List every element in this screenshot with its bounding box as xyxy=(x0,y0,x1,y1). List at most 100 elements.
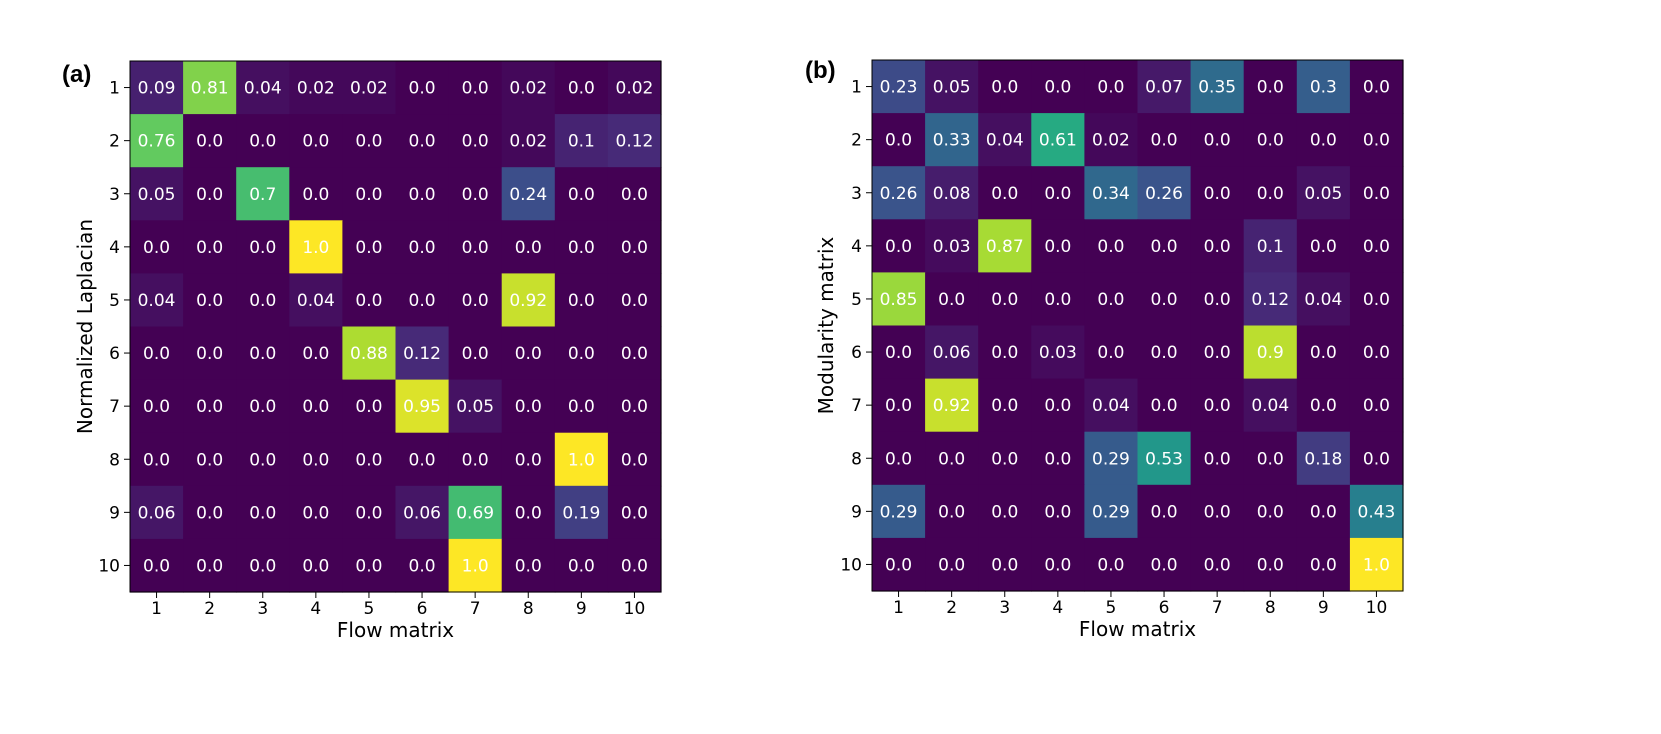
cell-value-label: 0.0 xyxy=(568,397,595,417)
x-axis-title: Flow matrix xyxy=(1079,617,1196,641)
heatmap-cell xyxy=(236,114,290,168)
cell-value-label: 0.0 xyxy=(1044,237,1071,257)
heatmap-cell xyxy=(1190,272,1245,327)
cell-value-label: 0.0 xyxy=(621,185,648,205)
cell-value-label: 0.0 xyxy=(1204,131,1231,151)
heatmap-cell xyxy=(1190,166,1245,220)
cell-value-label: 0.05 xyxy=(138,185,176,205)
cell-value-label: 0.0 xyxy=(1363,78,1390,98)
heatmap-cell xyxy=(183,114,237,168)
heatmap-cell xyxy=(1137,378,1192,433)
heatmap-cell xyxy=(1296,166,1351,220)
cell-value-label: 0.0 xyxy=(1044,78,1071,98)
plot-frame xyxy=(129,60,662,593)
cell-value-label: 0.12 xyxy=(616,132,654,152)
cell-value-label: 0.0 xyxy=(1257,502,1284,522)
cell-value-label: 0.0 xyxy=(196,450,223,470)
cell-value-label: 0.0 xyxy=(1363,396,1390,416)
cell-value-label: 0.04 xyxy=(244,79,282,99)
heatmap-cell xyxy=(607,485,662,540)
heatmap-cell xyxy=(130,114,184,168)
x-tick-label: 8 xyxy=(523,599,534,619)
cell-value-label: 0.02 xyxy=(297,79,335,99)
cell-value-label: 0.0 xyxy=(1204,502,1231,522)
cell-value-label: 0.0 xyxy=(568,185,595,205)
cell-value-label: 0.0 xyxy=(196,291,223,311)
x-tick-label: 9 xyxy=(1318,598,1329,618)
cell-value-label: 0.92 xyxy=(933,396,971,416)
cell-value-label: 0.0 xyxy=(1310,131,1337,151)
cell-value-label: 0.0 xyxy=(515,344,542,364)
heatmap-cell xyxy=(289,538,343,593)
heatmap-cell xyxy=(448,485,503,540)
heatmap-cell xyxy=(872,272,926,327)
heatmap-cell xyxy=(395,538,450,593)
heatmap-cell xyxy=(1349,484,1404,539)
cell-value-label: 0.0 xyxy=(885,555,912,575)
cell-value-label: 0.53 xyxy=(1145,449,1183,469)
heatmap-cell xyxy=(1190,60,1245,114)
x-tick-label: 3 xyxy=(999,598,1010,618)
heatmap-cell xyxy=(130,167,184,221)
cell-value-label: 0.0 xyxy=(1097,343,1124,363)
heatmap-cell xyxy=(872,378,926,433)
y-tick-label: 3 xyxy=(109,185,120,205)
x-tick-label: 8 xyxy=(1265,598,1276,618)
x-tick-label: 3 xyxy=(257,599,268,619)
heatmap-cell xyxy=(1084,484,1139,539)
cell-value-label: 0.0 xyxy=(1257,449,1284,469)
y-tick-label: 7 xyxy=(851,396,862,416)
heatmap-cell xyxy=(395,220,450,274)
cell-value-label: 0.04 xyxy=(1251,396,1289,416)
cell-value-label: 0.29 xyxy=(1092,449,1130,469)
heatmap-cell xyxy=(1190,431,1245,486)
heatmap-cell xyxy=(342,538,397,593)
cell-value-label: 0.0 xyxy=(249,503,276,523)
heatmap-cell xyxy=(1084,166,1139,220)
cell-value-label: 0.0 xyxy=(568,238,595,258)
cell-value-label: 0.04 xyxy=(1092,396,1130,416)
cell-value-label: 0.0 xyxy=(302,185,329,205)
cell-value-label: 0.0 xyxy=(991,290,1018,310)
heatmap-cell xyxy=(1349,537,1404,592)
cell-value-label: 0.0 xyxy=(1204,290,1231,310)
cell-value-label: 0.0 xyxy=(302,556,329,576)
cell-value-label: 0.0 xyxy=(938,290,965,310)
panel-label: (b) xyxy=(805,57,836,84)
cell-value-label: 0.0 xyxy=(568,344,595,364)
heatmap-cell xyxy=(395,273,450,328)
heatmap-cell xyxy=(1084,113,1139,167)
heatmap-cell xyxy=(501,432,556,487)
heatmap-cell xyxy=(607,379,662,434)
heatmap-cell xyxy=(1349,378,1404,433)
heatmap-cell xyxy=(1243,325,1298,380)
heatmap-cell xyxy=(607,114,662,168)
heatmap-cell xyxy=(554,485,609,540)
cell-value-label: 0.06 xyxy=(933,343,971,363)
cell-value-label: 0.02 xyxy=(350,79,388,99)
heatmap-cell xyxy=(342,114,397,168)
cell-value-label: 0.0 xyxy=(1204,184,1231,204)
heatmap-cell xyxy=(289,220,343,274)
cell-value-label: 0.04 xyxy=(297,291,335,311)
cell-value-label: 0.06 xyxy=(403,503,441,523)
heatmap-cell xyxy=(395,326,450,381)
cell-value-label: 0.03 xyxy=(1039,343,1077,363)
heatmap-cell xyxy=(1243,378,1298,433)
heatmap-cell xyxy=(1137,113,1192,167)
y-axis-title: Modularity matrix xyxy=(814,236,838,414)
heatmap-cell xyxy=(130,538,184,593)
y-tick-label: 6 xyxy=(109,344,120,364)
y-tick-label: 2 xyxy=(851,131,862,151)
heatmap-cell xyxy=(342,326,397,381)
cell-value-label: 0.0 xyxy=(1044,184,1071,204)
x-tick-label: 7 xyxy=(1212,598,1223,618)
heatmap-cell xyxy=(289,273,343,328)
cell-value-label: 0.0 xyxy=(1044,290,1071,310)
heatmap-cell xyxy=(978,166,1032,220)
cell-value-label: 0.0 xyxy=(355,185,382,205)
heatmap-cell xyxy=(395,61,450,115)
heatmap-cell xyxy=(925,431,979,486)
cell-value-label: 0.06 xyxy=(138,503,176,523)
cell-value-label: 0.0 xyxy=(1044,502,1071,522)
